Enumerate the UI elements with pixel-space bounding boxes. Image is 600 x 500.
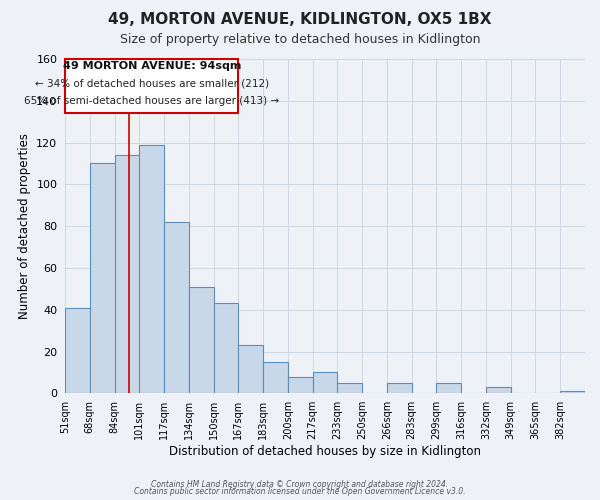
Bar xyxy=(164,222,189,394)
Bar xyxy=(238,346,263,394)
Text: 65% of semi-detached houses are larger (413) →: 65% of semi-detached houses are larger (… xyxy=(24,96,279,106)
Bar xyxy=(263,362,288,394)
Bar xyxy=(115,155,139,394)
Text: 49, MORTON AVENUE, KIDLINGTON, OX5 1BX: 49, MORTON AVENUE, KIDLINGTON, OX5 1BX xyxy=(108,12,492,28)
Bar xyxy=(486,387,511,394)
Bar xyxy=(65,308,90,394)
Bar xyxy=(139,144,164,394)
Text: Contains HM Land Registry data © Crown copyright and database right 2024.: Contains HM Land Registry data © Crown c… xyxy=(151,480,449,489)
X-axis label: Distribution of detached houses by size in Kidlington: Distribution of detached houses by size … xyxy=(169,444,481,458)
Bar xyxy=(90,164,115,394)
FancyBboxPatch shape xyxy=(65,59,238,114)
Bar xyxy=(436,383,461,394)
Bar xyxy=(560,391,585,394)
Bar xyxy=(387,383,412,394)
Bar xyxy=(288,376,313,394)
Bar xyxy=(337,383,362,394)
Bar xyxy=(189,287,214,394)
Text: 49 MORTON AVENUE: 94sqm: 49 MORTON AVENUE: 94sqm xyxy=(62,61,241,71)
Bar xyxy=(313,372,337,394)
Bar xyxy=(214,304,238,394)
Y-axis label: Number of detached properties: Number of detached properties xyxy=(18,133,31,319)
Text: Size of property relative to detached houses in Kidlington: Size of property relative to detached ho… xyxy=(120,32,480,46)
Text: ← 34% of detached houses are smaller (212): ← 34% of detached houses are smaller (21… xyxy=(35,79,269,89)
Text: Contains public sector information licensed under the Open Government Licence v3: Contains public sector information licen… xyxy=(134,488,466,496)
